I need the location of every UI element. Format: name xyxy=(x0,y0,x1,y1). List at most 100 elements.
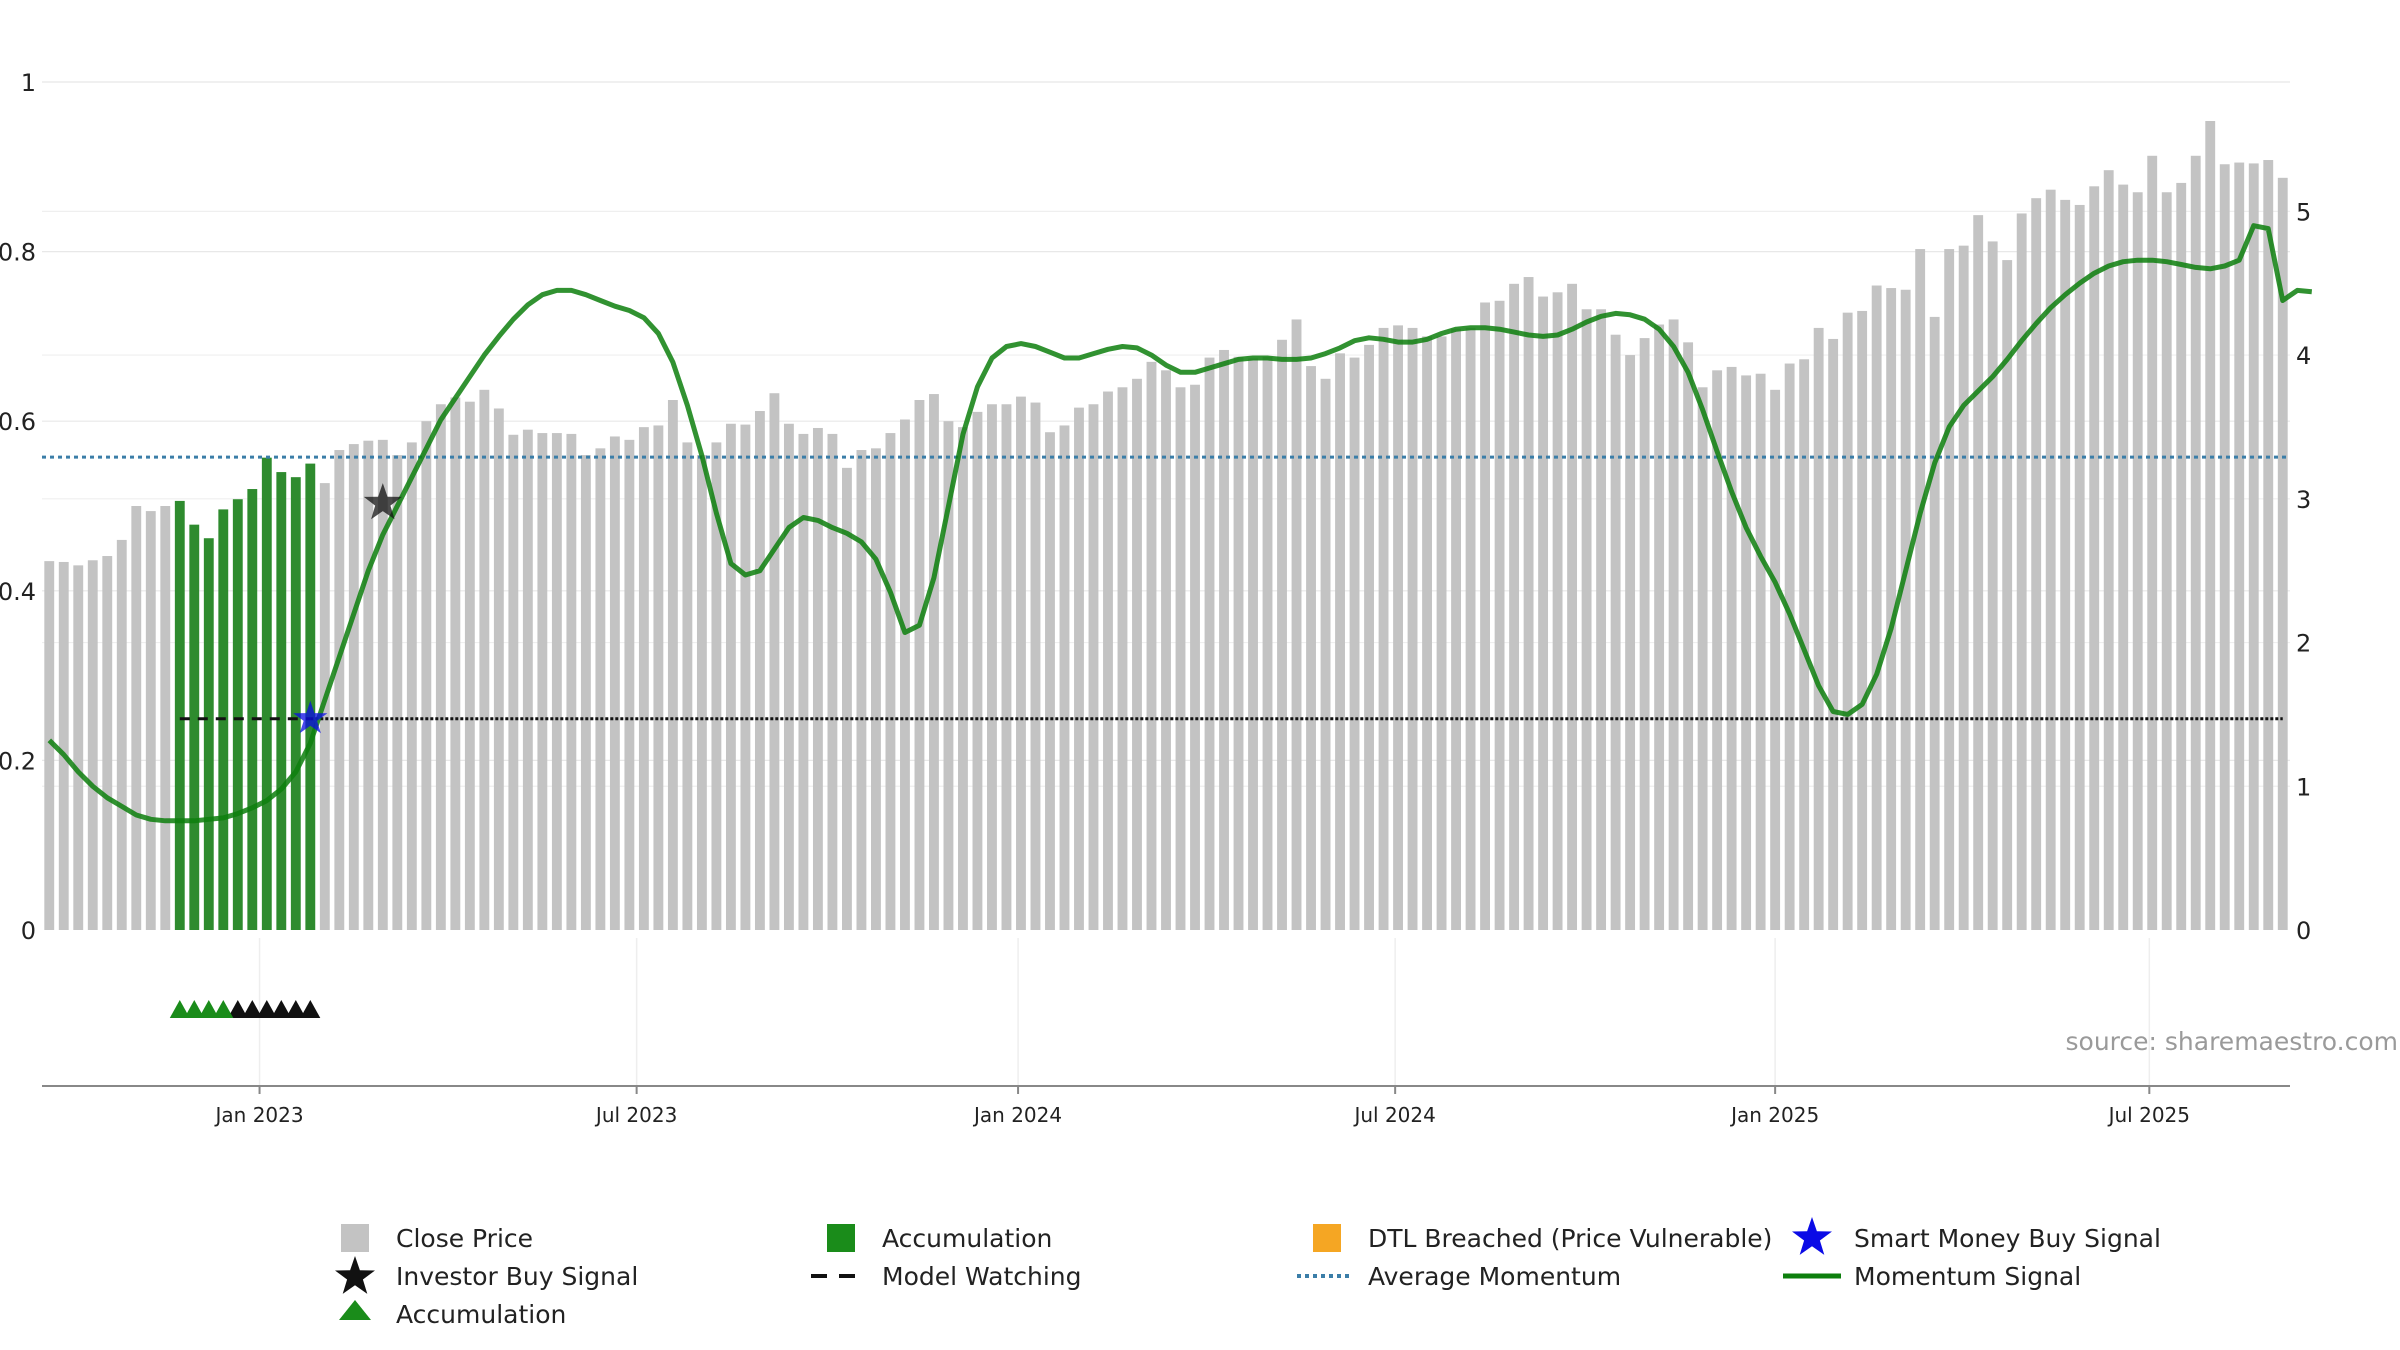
close-price-bar xyxy=(682,442,693,930)
close-price-bar xyxy=(958,427,968,930)
close-price-bar xyxy=(1538,296,1549,930)
close-price-bar xyxy=(1161,370,1171,930)
close-price-bar xyxy=(1596,309,1607,930)
smart-money-star-icon xyxy=(293,700,328,734)
price-bars xyxy=(44,121,2288,931)
legend-item-accumulation-marker: Accumulation xyxy=(339,1300,566,1329)
close-price-bar xyxy=(1610,334,1621,931)
close-price-bar xyxy=(1697,387,1708,930)
close-price-bar xyxy=(812,427,823,930)
close-price-bar xyxy=(87,560,98,930)
right-axis-label: 4 xyxy=(2296,342,2311,370)
legend-item-dtl-breached: DTL Breached (Price Vulnerable) xyxy=(1313,1224,1772,1253)
legend-item-close-price: Close Price xyxy=(341,1224,533,1253)
close-price-bar xyxy=(1726,366,1737,931)
legend-label-model-watching: Model Watching xyxy=(882,1262,1082,1291)
close-price-bar xyxy=(711,442,722,930)
legend-item-model-watching: Model Watching xyxy=(811,1262,1082,1291)
close-price-bar xyxy=(1625,355,1636,930)
close-price-bar xyxy=(1277,339,1287,930)
close-price-bar xyxy=(377,439,388,930)
close-price-bar xyxy=(1683,342,1694,930)
close-price-bar xyxy=(2263,160,2274,931)
close-price-bar xyxy=(1190,384,1200,931)
close-price-bar xyxy=(1523,277,1534,930)
legend-accumulation-swatch xyxy=(827,1224,855,1252)
close-price-bar xyxy=(1451,328,1461,930)
close-price-bar xyxy=(421,421,432,930)
accumulation-bar xyxy=(290,477,301,930)
close-price-bar xyxy=(508,434,519,930)
close-price-bar xyxy=(1306,366,1316,931)
close-price-bar xyxy=(987,404,997,930)
legend-label-smart-money: Smart Money Buy Signal xyxy=(1854,1224,2161,1253)
close-price-bar xyxy=(2161,192,2172,931)
close-price-bar xyxy=(116,539,127,930)
close-price-bar xyxy=(1059,425,1070,930)
close-price-bar xyxy=(1741,375,1752,931)
right-axis-label: 2 xyxy=(2296,630,2311,658)
close-price-bar xyxy=(2176,182,2187,931)
signal-lines xyxy=(42,223,2313,824)
x-tick-label: Jan 2025 xyxy=(1729,1103,1819,1127)
close-price-bar xyxy=(1320,378,1331,930)
close-price-bar xyxy=(1654,324,1665,930)
close-price-bar xyxy=(1132,378,1142,930)
close-price-bar xyxy=(1175,387,1186,930)
accumulation-bar xyxy=(174,500,185,930)
axes: Jan 2023 Jul 2023 Jan 2024 Jul 2024 Jan 2025… xyxy=(0,69,2311,1127)
close-price-bar xyxy=(1233,356,1244,930)
close-price-bar xyxy=(2248,163,2259,930)
close-price-bar xyxy=(653,425,664,930)
close-price-bar xyxy=(1639,338,1650,930)
left-axis-label: 0.4 xyxy=(0,578,36,606)
close-price-bar xyxy=(1813,327,1824,930)
close-price-bar xyxy=(1016,396,1026,930)
close-price-bar xyxy=(798,433,809,930)
close-price-bar xyxy=(595,448,606,930)
close-price-bar xyxy=(2031,198,2042,930)
legend: Close Price Accumulation DTL Breached (P… xyxy=(335,1217,2161,1329)
close-price-bar xyxy=(914,400,925,930)
close-price-bar xyxy=(44,561,55,930)
legend-label-close-price: Close Price xyxy=(396,1224,533,1253)
signal-markers xyxy=(169,483,402,1018)
close-price-bar xyxy=(493,408,504,931)
close-price-bar xyxy=(1335,353,1345,930)
close-price-bar xyxy=(102,556,113,930)
close-price-bar xyxy=(1349,357,1360,931)
accumulation-black-triangle-icon xyxy=(227,1000,248,1018)
close-price-bar xyxy=(609,436,620,930)
close-price-bar xyxy=(334,450,345,930)
close-price-bar xyxy=(435,404,446,930)
close-price-bar xyxy=(1465,327,1476,930)
legend-item-accumulation: Accumulation xyxy=(827,1224,1052,1253)
x-tick-label: Jul 2024 xyxy=(1352,1103,1435,1127)
legend-label-accumulation-marker: Accumulation xyxy=(396,1300,566,1329)
legend-item-momentum-signal: Momentum Signal xyxy=(1783,1262,2081,1291)
close-price-bar xyxy=(73,565,84,930)
left-axis-label: 0.8 xyxy=(0,239,36,267)
legend-label-dtl-breached: DTL Breached (Price Vulnerable) xyxy=(1368,1224,1772,1253)
close-price-bar xyxy=(754,411,765,930)
close-price-bar xyxy=(638,427,649,930)
close-price-bar xyxy=(1117,387,1128,930)
close-price-bar xyxy=(1364,344,1374,930)
accumulation-black-triangle-icon xyxy=(285,1000,306,1018)
close-price-bar xyxy=(972,411,983,930)
close-price-bar xyxy=(841,467,852,930)
close-price-bar xyxy=(1857,310,1868,931)
close-price-bar xyxy=(1393,325,1403,931)
legend-label-investor-buy: Investor Buy Signal xyxy=(396,1262,638,1291)
legend-green-triangle-icon xyxy=(339,1300,371,1320)
close-price-bar xyxy=(2205,121,2216,931)
close-price-bar xyxy=(856,450,867,930)
close-price-bar xyxy=(1915,249,1926,930)
close-price-bar xyxy=(1030,402,1041,930)
close-price-bar xyxy=(464,401,475,930)
close-price-bar xyxy=(580,455,591,930)
close-price-bar xyxy=(406,442,417,930)
close-price-bar xyxy=(2103,170,2114,930)
accumulation-green-triangle-icon xyxy=(198,1000,219,1018)
